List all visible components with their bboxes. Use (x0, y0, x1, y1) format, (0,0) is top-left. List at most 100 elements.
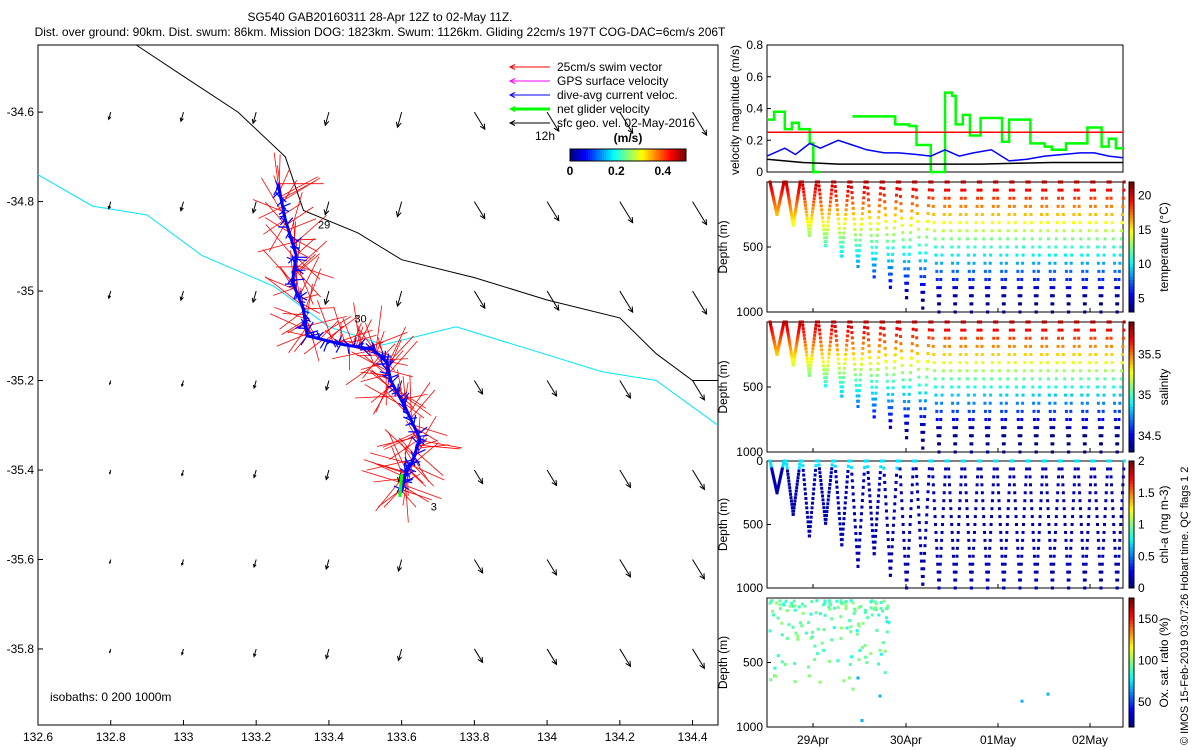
profile-dot (810, 353, 814, 357)
profile-colorbar-label: temperature (°C) (1157, 202, 1171, 292)
profile-dot (773, 344, 777, 348)
profile-dot (807, 525, 811, 529)
profile-dot (1053, 409, 1057, 413)
profile-dot (893, 495, 897, 499)
profile-dot (894, 480, 898, 484)
profile-colorbar-swatch (1129, 464, 1134, 468)
profile-dot (1100, 426, 1104, 430)
profile-dot (858, 378, 862, 382)
profile-dot (997, 491, 1001, 495)
profile-dot (1110, 344, 1114, 348)
profile-dot (918, 259, 922, 263)
profile-dot (995, 180, 999, 184)
profile-dot (836, 212, 840, 216)
profile-dot (1115, 586, 1119, 590)
profile-dot (857, 394, 861, 398)
profile-dot (850, 472, 854, 476)
profile-dot (979, 475, 983, 479)
profile-dot (863, 466, 867, 470)
swim-vector (273, 152, 279, 187)
profile-dot (782, 182, 786, 186)
profile-dot (844, 212, 848, 216)
profile-dot (1036, 278, 1040, 281)
profile-dot (1089, 467, 1093, 471)
profile-dot (976, 188, 980, 192)
profile-dot (974, 507, 978, 511)
profile-dot (871, 397, 875, 401)
profile-dot (1120, 221, 1124, 225)
profile-dot (775, 491, 779, 495)
profile-dot (1119, 523, 1123, 526)
profile-dot (857, 551, 861, 555)
profile-dot (1119, 385, 1123, 389)
geo-arrow-head (180, 652, 184, 656)
profile-dot (1092, 459, 1096, 463)
profile-dot (964, 483, 968, 487)
profile-dot (1045, 353, 1049, 356)
profile-dot (884, 226, 888, 230)
profile-dot (1110, 213, 1114, 216)
profile-dot (960, 467, 964, 471)
profile-dot (1094, 353, 1098, 356)
profile-dot (990, 515, 994, 519)
profile-dot (1113, 418, 1117, 421)
profile-dot (777, 481, 781, 485)
profile-dot (992, 328, 996, 332)
profile-dot (985, 570, 989, 574)
profile-dot (788, 486, 792, 490)
profile-dot (914, 188, 918, 192)
profile-dot (1055, 361, 1059, 365)
profile-dot (883, 200, 887, 204)
profile-colorbar-swatch (1129, 387, 1134, 391)
profile-dot (858, 238, 862, 242)
profile-dot (1029, 344, 1033, 348)
profile-dot (975, 483, 979, 487)
profile-dot (1033, 286, 1037, 290)
profile-dot (924, 251, 928, 255)
profile-dot (847, 459, 851, 463)
velocity-y-tick-label: 0.4 (746, 102, 763, 116)
profile-dot (971, 562, 975, 566)
profile-dot (881, 609, 885, 613)
profile-dot (953, 450, 957, 454)
profile-dot (1094, 361, 1098, 365)
profile-dot (922, 567, 926, 571)
profile-dot (952, 570, 956, 574)
profile-dot (820, 348, 824, 352)
profile-dot (1064, 401, 1068, 405)
profile-dot (1098, 562, 1102, 566)
profile-dot (909, 499, 913, 503)
geo-arrow (180, 201, 184, 211)
colorbar-swatch (630, 149, 633, 161)
profile-dot (836, 605, 840, 609)
profile-y-tick-label: 500 (743, 656, 763, 670)
profile-dot (850, 479, 854, 483)
profile-dot (877, 216, 881, 220)
profile-dot (995, 328, 999, 332)
profile-dot (793, 209, 797, 213)
colorbar-swatch (606, 149, 609, 161)
profile-dot (817, 180, 821, 184)
profile-dot (828, 659, 832, 663)
swim-vector (361, 470, 404, 484)
colorbar-swatch (614, 149, 617, 161)
profile-dot (1057, 467, 1061, 471)
profile-dot (814, 459, 818, 463)
profile-dot (895, 466, 899, 470)
profile-dot (1023, 491, 1027, 495)
profile-dot (998, 385, 1002, 389)
current-vector (319, 339, 326, 349)
profile-dot (853, 368, 857, 372)
profile-dot (951, 418, 955, 421)
profile-dot (1097, 278, 1101, 281)
profile-dot (867, 488, 871, 492)
profile-dot (903, 414, 907, 418)
profile-dot (806, 520, 810, 524)
profile-dot (1072, 483, 1076, 487)
profile-dot (1068, 562, 1072, 566)
profile-dot (1029, 353, 1033, 356)
profile-dot (1046, 229, 1050, 233)
swim-vector (288, 218, 317, 231)
profile-dot (779, 192, 783, 196)
profile-dot (904, 421, 908, 425)
